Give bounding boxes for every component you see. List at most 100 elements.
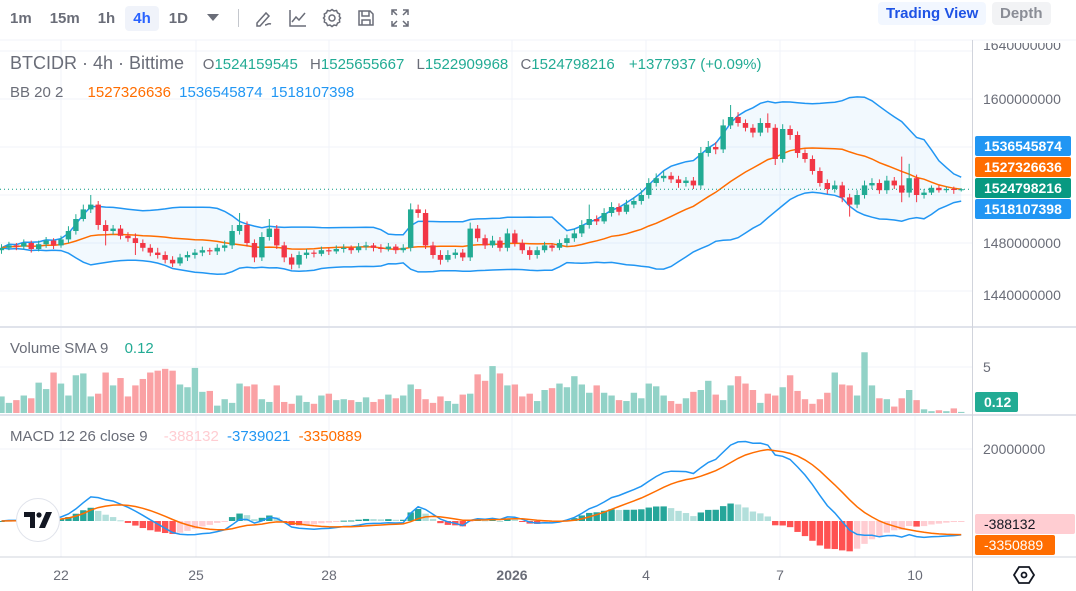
- candle-body: [787, 129, 793, 135]
- macd-histogram-bar: [325, 521, 333, 523]
- macd-histogram-bar: [846, 521, 853, 552]
- volume-bar: [742, 383, 749, 413]
- macd-histogram-bar: [571, 518, 578, 521]
- candle-body: [407, 209, 414, 248]
- high-value: 1525655667: [320, 56, 405, 73]
- macd-histogram-bar: [266, 515, 273, 521]
- candle: [326, 247, 332, 255]
- drawing-pencil-icon[interactable]: [250, 4, 278, 32]
- macd-histogram-bar: [935, 521, 943, 524]
- chart-settings-hexagon-icon[interactable]: [1012, 565, 1036, 585]
- candle-body: [512, 233, 518, 243]
- timeframe-4h[interactable]: 4h: [125, 5, 159, 31]
- volume-bar: [87, 396, 94, 413]
- candle-body: [586, 219, 592, 225]
- macd-histogram-bar: [764, 516, 771, 521]
- candle: [199, 246, 206, 257]
- candle-body: [318, 250, 325, 254]
- timeframe-15m[interactable]: 15m: [49, 9, 80, 27]
- candle-body: [854, 195, 860, 205]
- candle: [251, 239, 258, 263]
- volume-bar: [682, 398, 690, 413]
- volume-bar: [273, 385, 280, 413]
- macd-histogram-bar: [80, 510, 87, 521]
- macd-signal-line: [1, 448, 962, 536]
- volume-bar: [809, 403, 816, 413]
- candle: [951, 186, 957, 194]
- volume-bar: [35, 382, 42, 413]
- volume-bar: [801, 399, 809, 413]
- settings-gear-icon[interactable]: [318, 4, 346, 32]
- candle: [259, 232, 265, 261]
- macd-histogram-bar: [340, 520, 347, 522]
- candle: [288, 253, 295, 270]
- timeframe-dropdown-icon[interactable]: [199, 4, 227, 32]
- save-floppy-icon[interactable]: [352, 4, 380, 32]
- bb-upper-value: 1536545874: [179, 84, 263, 101]
- macd-histogram-bar: [623, 509, 630, 521]
- candle-body: [757, 123, 764, 133]
- volume-bar: [675, 403, 682, 413]
- candle: [750, 124, 756, 138]
- candle-body: [593, 219, 600, 222]
- fullscreen-icon[interactable]: [386, 4, 414, 32]
- macd-histogram-bar: [653, 506, 660, 521]
- candle-body: [906, 178, 912, 193]
- timeframe-1m[interactable]: 1m: [10, 9, 32, 27]
- volume-bar: [920, 409, 928, 413]
- tradingview-logo[interactable]: [16, 498, 60, 542]
- depth-tab[interactable]: Depth: [992, 2, 1051, 25]
- candle: [35, 240, 42, 252]
- candle: [586, 204, 592, 229]
- volume-bar: [228, 402, 236, 413]
- macd-histogram-bar: [139, 521, 147, 529]
- macd-histogram-bar: [749, 511, 757, 521]
- volume-bar: [548, 388, 556, 413]
- candle: [311, 250, 317, 258]
- candle-body: [616, 207, 622, 212]
- macd-histogram-bar: [742, 507, 749, 521]
- candle: [363, 241, 369, 251]
- candle-body: [571, 233, 578, 239]
- candle-body: [541, 245, 548, 251]
- timeframe-1h[interactable]: 1h: [97, 9, 116, 27]
- candle: [400, 244, 406, 253]
- candle: [497, 237, 503, 252]
- volume-bar: [169, 370, 176, 413]
- candle-body: [21, 243, 27, 247]
- macd-histogram-bar: [176, 521, 184, 533]
- symbol-title: BTCIDR · 4h · Bittime: [10, 53, 185, 73]
- candle-body: [824, 183, 831, 189]
- volume-bar: [266, 401, 273, 413]
- macd-line-value: -3739021: [226, 428, 291, 445]
- candle: [660, 171, 667, 182]
- volume-bar: [176, 384, 184, 413]
- indicators-chart-icon[interactable]: [284, 4, 312, 32]
- candle: [861, 180, 868, 199]
- volume-bar: [623, 401, 630, 413]
- candle: [579, 220, 585, 237]
- candle: [348, 245, 354, 254]
- volume-bar: [102, 372, 109, 413]
- macd-histogram-bar: [630, 509, 638, 521]
- candle: [720, 119, 726, 153]
- price-tick: 1440000000: [983, 287, 1061, 303]
- volume-bar: [303, 401, 310, 413]
- volume-bar: [898, 398, 905, 413]
- volume-bar: [281, 401, 288, 413]
- candle-body: [58, 239, 64, 246]
- candle: [467, 222, 473, 261]
- macd-histogram-bar: [132, 521, 139, 526]
- trading-view-tab[interactable]: Trading View: [878, 2, 987, 25]
- volume-bar: [504, 385, 511, 413]
- candle-body: [631, 201, 637, 205]
- volume-bar: [325, 393, 333, 413]
- candle-body: [534, 250, 540, 255]
- candle-body: [750, 127, 756, 133]
- volume-bar: [541, 390, 548, 413]
- macd-histogram-bar: [221, 521, 228, 522]
- timeframe-1d[interactable]: 1D: [168, 9, 188, 27]
- volume-bar: [839, 384, 846, 413]
- candle-body: [452, 252, 459, 255]
